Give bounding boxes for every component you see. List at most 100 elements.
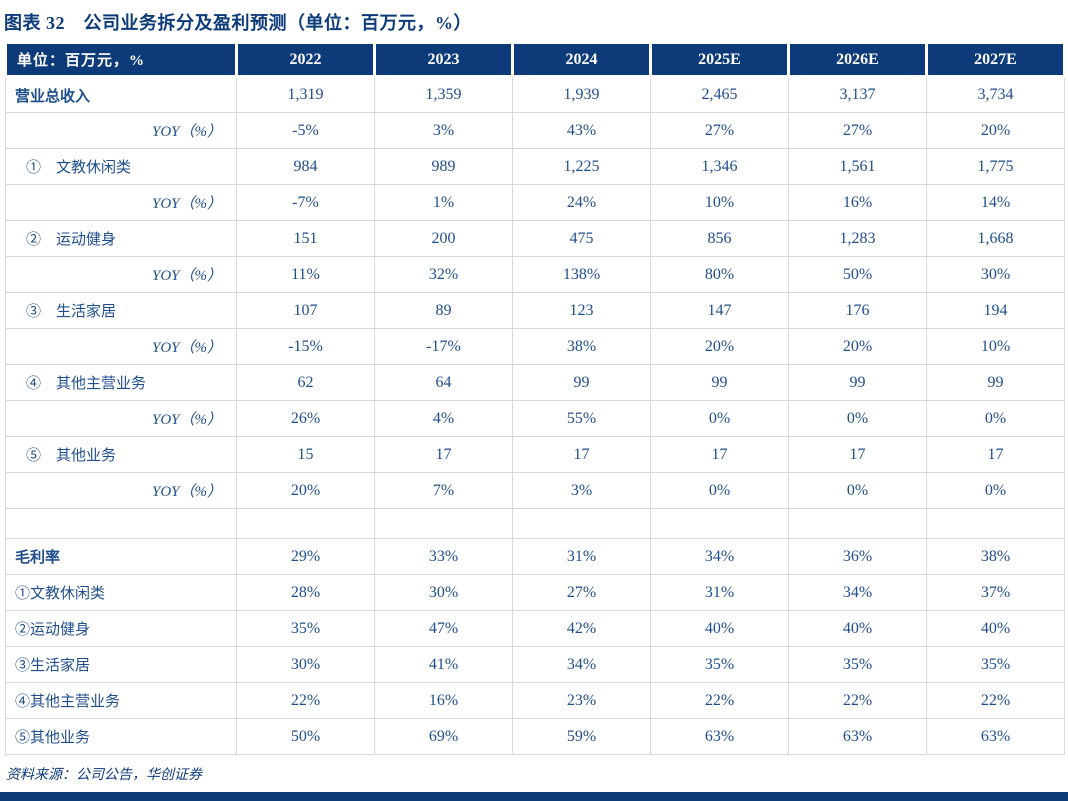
table-row: ⑤ 其他业务 15 17 17 17 17 17 xyxy=(5,436,1065,473)
cell-value: -17% xyxy=(374,328,513,365)
cell-value: 22% xyxy=(788,682,927,719)
row-label: ② 运动健身 xyxy=(5,220,237,257)
cell-value: 147 xyxy=(650,292,789,329)
table-row: YOY（%） -5% 3% 43% 27% 27% 20% xyxy=(5,112,1065,149)
cell-value: 1,359 xyxy=(374,76,513,113)
cell-value: 200 xyxy=(374,220,513,257)
header-year-2023: 2023 xyxy=(373,41,514,78)
row-label: YOY（%） xyxy=(5,328,237,365)
table-row: 营业总收入 1,319 1,359 1,939 2,465 3,137 3,734 xyxy=(5,76,1065,113)
cell-value: 107 xyxy=(236,292,375,329)
row-label: ⑤ 其他业务 xyxy=(5,436,237,473)
row-label: ③生活家居 xyxy=(5,646,237,683)
row-label xyxy=(5,508,237,539)
cell-value: 151 xyxy=(236,220,375,257)
cell-value: 989 xyxy=(374,148,513,185)
cell-value: 41% xyxy=(374,646,513,683)
cell-value: 62 xyxy=(236,364,375,401)
cell-value: 59% xyxy=(512,718,651,755)
cell-value: 35% xyxy=(236,610,375,647)
cell-value: 1,283 xyxy=(788,220,927,257)
cell-value: 20% xyxy=(236,472,375,509)
cell-value xyxy=(788,508,927,539)
cell-value: 63% xyxy=(650,718,789,755)
cell-value: 24% xyxy=(512,184,651,221)
table-body: 营业总收入 1,319 1,359 1,939 2,465 3,137 3,734 YOY（%… xyxy=(5,76,1065,755)
table-row: YOY（%） -7% 1% 24% 10% 16% 14% xyxy=(5,184,1065,221)
cell-value: 0% xyxy=(926,472,1065,509)
cell-value: 22% xyxy=(650,682,789,719)
row-label: YOY（%） xyxy=(5,400,237,437)
row-label: ④其他主营业务 xyxy=(5,682,237,719)
cell-value: 30% xyxy=(374,574,513,611)
cell-value: -7% xyxy=(236,184,375,221)
cell-value: 30% xyxy=(236,646,375,683)
cell-value: 89 xyxy=(374,292,513,329)
cell-value: 50% xyxy=(788,256,927,293)
cell-value: 26% xyxy=(236,400,375,437)
cell-value: 3,734 xyxy=(926,76,1065,113)
row-label: ① 文教休闲类 xyxy=(5,148,237,185)
header-year-2027e: 2027E xyxy=(925,41,1066,78)
spacer-row xyxy=(5,508,1065,539)
header-year-2025e: 2025E xyxy=(649,41,790,78)
table-row: YOY（%） 20% 7% 3% 0% 0% 0% xyxy=(5,472,1065,509)
cell-value: 34% xyxy=(788,574,927,611)
cell-value: 1,939 xyxy=(512,76,651,113)
cell-value: 47% xyxy=(374,610,513,647)
cell-value: 1% xyxy=(374,184,513,221)
cell-value: 20% xyxy=(926,112,1065,149)
cell-value xyxy=(236,508,375,539)
cell-value: 17 xyxy=(650,436,789,473)
cell-value: 30% xyxy=(926,256,1065,293)
cell-value: 36% xyxy=(788,538,927,575)
header-year-2024: 2024 xyxy=(511,41,652,78)
cell-value: 194 xyxy=(926,292,1065,329)
cell-value: 22% xyxy=(926,682,1065,719)
cell-value: 15 xyxy=(236,436,375,473)
cell-value: 99 xyxy=(512,364,651,401)
cell-value: 27% xyxy=(650,112,789,149)
cell-value xyxy=(374,508,513,539)
cell-value: 27% xyxy=(788,112,927,149)
cell-value: 38% xyxy=(512,328,651,365)
cell-value: 34% xyxy=(512,646,651,683)
cell-value: 1,225 xyxy=(512,148,651,185)
table-row: ②运动健身 35% 47% 42% 40% 40% 40% xyxy=(5,610,1065,647)
row-label: ⑤其他业务 xyxy=(5,718,237,755)
cell-value: 28% xyxy=(236,574,375,611)
cell-value: 0% xyxy=(650,400,789,437)
cell-value: 7% xyxy=(374,472,513,509)
cell-value: 123 xyxy=(512,292,651,329)
cell-value: 1,561 xyxy=(788,148,927,185)
cell-value: 42% xyxy=(512,610,651,647)
cell-value: 10% xyxy=(650,184,789,221)
cell-value: 17 xyxy=(374,436,513,473)
cell-value xyxy=(926,508,1065,539)
cell-value: 14% xyxy=(926,184,1065,221)
source-note: 资料来源：公司公告，华创证券 xyxy=(6,768,202,783)
header-year-2026e: 2026E xyxy=(787,41,928,78)
cell-value: 856 xyxy=(650,220,789,257)
cell-value: 33% xyxy=(374,538,513,575)
table-row: ④其他主营业务 22% 16% 23% 22% 22% 22% xyxy=(5,682,1065,719)
cell-value: 1,775 xyxy=(926,148,1065,185)
cell-value: 99 xyxy=(788,364,927,401)
cell-value: 99 xyxy=(650,364,789,401)
cell-value: 50% xyxy=(236,718,375,755)
bottom-accent-bar xyxy=(0,792,1068,801)
cell-value: 20% xyxy=(650,328,789,365)
cell-value: 29% xyxy=(236,538,375,575)
cell-value: 0% xyxy=(926,400,1065,437)
cell-value: 176 xyxy=(788,292,927,329)
cell-value: 3,137 xyxy=(788,76,927,113)
row-label: 毛利率 xyxy=(5,538,237,575)
cell-value: 40% xyxy=(926,610,1065,647)
table-row: YOY（%） 26% 4% 55% 0% 0% 0% xyxy=(5,400,1065,437)
cell-value: 99 xyxy=(926,364,1065,401)
header-year-2022: 2022 xyxy=(235,41,376,78)
cell-value: 27% xyxy=(512,574,651,611)
cell-value: 32% xyxy=(374,256,513,293)
cell-value: 3% xyxy=(374,112,513,149)
cell-value: 1,668 xyxy=(926,220,1065,257)
